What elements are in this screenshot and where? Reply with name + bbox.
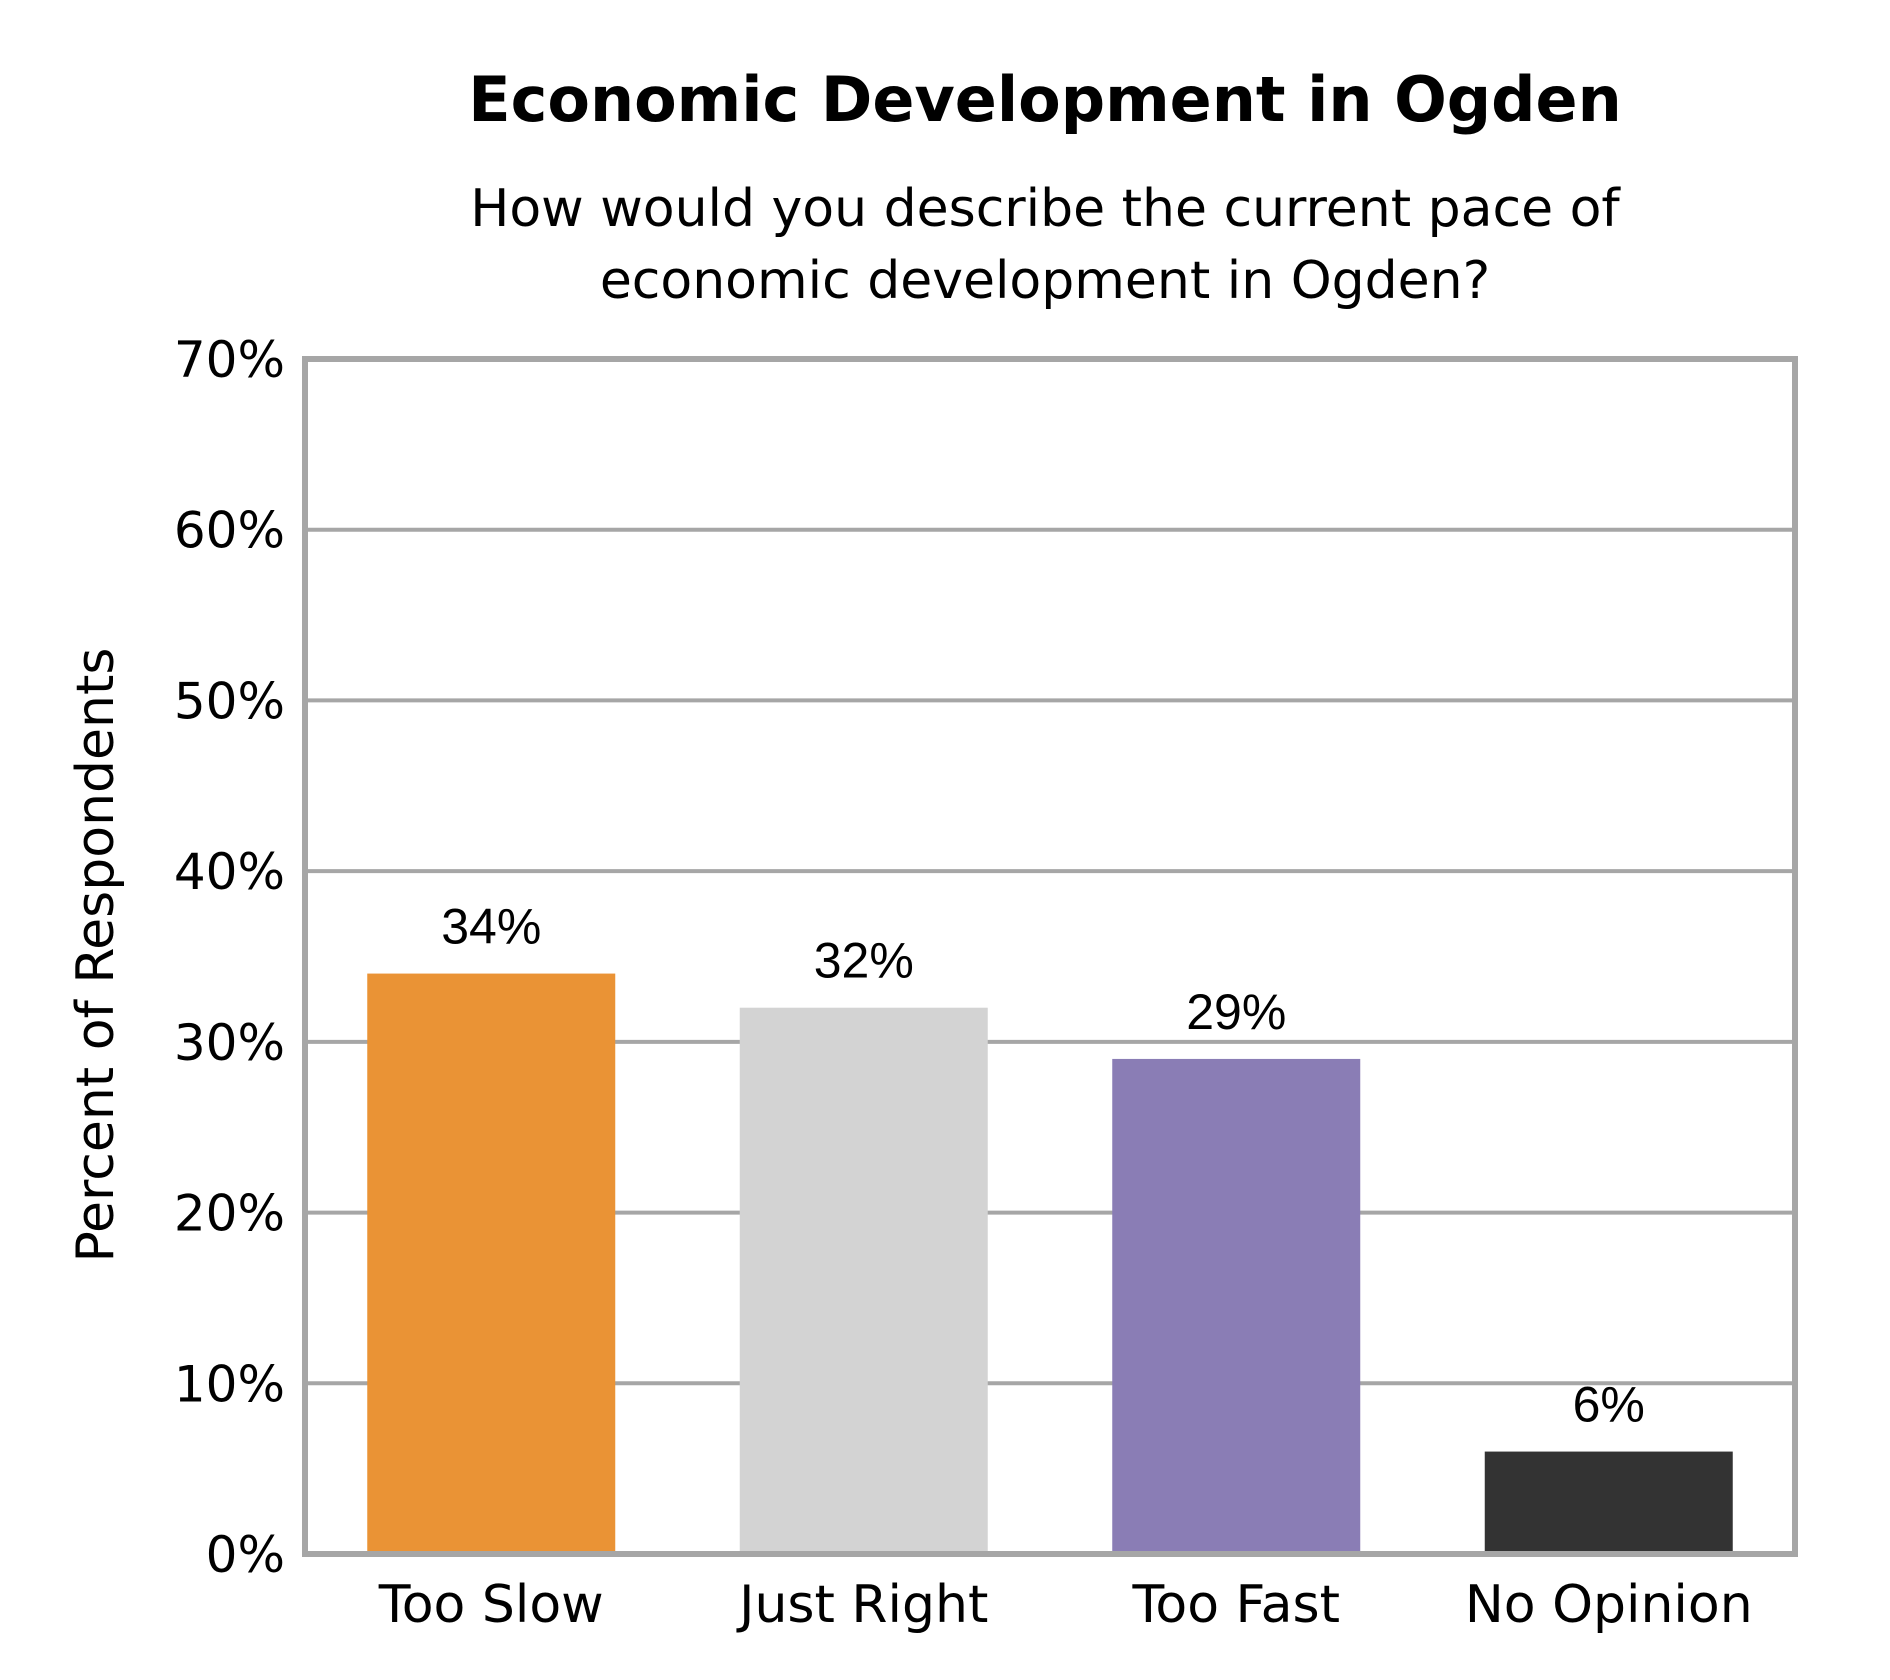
y-tick-label: 50% (174, 672, 285, 730)
category-label: Too Fast (1131, 1575, 1340, 1635)
data-labels: 34% 32% 29% 6% (441, 899, 1645, 1433)
category-label: Just Right (736, 1575, 988, 1635)
data-label: 29% (1186, 984, 1286, 1040)
chart-subtitle-line-1: How would you describe the current pace … (470, 179, 1621, 239)
data-label: 6% (1573, 1377, 1645, 1433)
bar (739, 1007, 988, 1554)
chart-subtitle-line-2: economic development in Ogden? (600, 251, 1490, 311)
bar (367, 973, 616, 1554)
category-label: No Opinion (1465, 1575, 1753, 1635)
category-label: Too Slow (378, 1575, 604, 1635)
data-label: 34% (441, 899, 541, 955)
bars (367, 973, 1733, 1554)
plot-frame (302, 356, 1798, 1557)
y-tick-label: 10% (174, 1355, 285, 1413)
category-labels: Too Slow Just Right Too Fast No Opinion (378, 1575, 1753, 1635)
data-label: 32% (814, 933, 914, 989)
bar (1112, 1058, 1361, 1554)
y-tick-label: 70% (174, 331, 285, 389)
y-axis-ticks: 0% 10% 20% 30% 40% 50% 60% 70% (174, 331, 285, 1584)
y-tick-label: 20% (174, 1185, 285, 1243)
y-tick-label: 60% (174, 502, 285, 560)
y-axis-label: Percent of Respondents (66, 648, 126, 1263)
y-tick-label: 0% (206, 1526, 285, 1584)
y-tick-label: 40% (174, 843, 285, 901)
y-tick-label: 30% (174, 1014, 285, 1072)
bar (1484, 1451, 1733, 1554)
chart-title: Economic Development in Ogden (468, 63, 1621, 136)
